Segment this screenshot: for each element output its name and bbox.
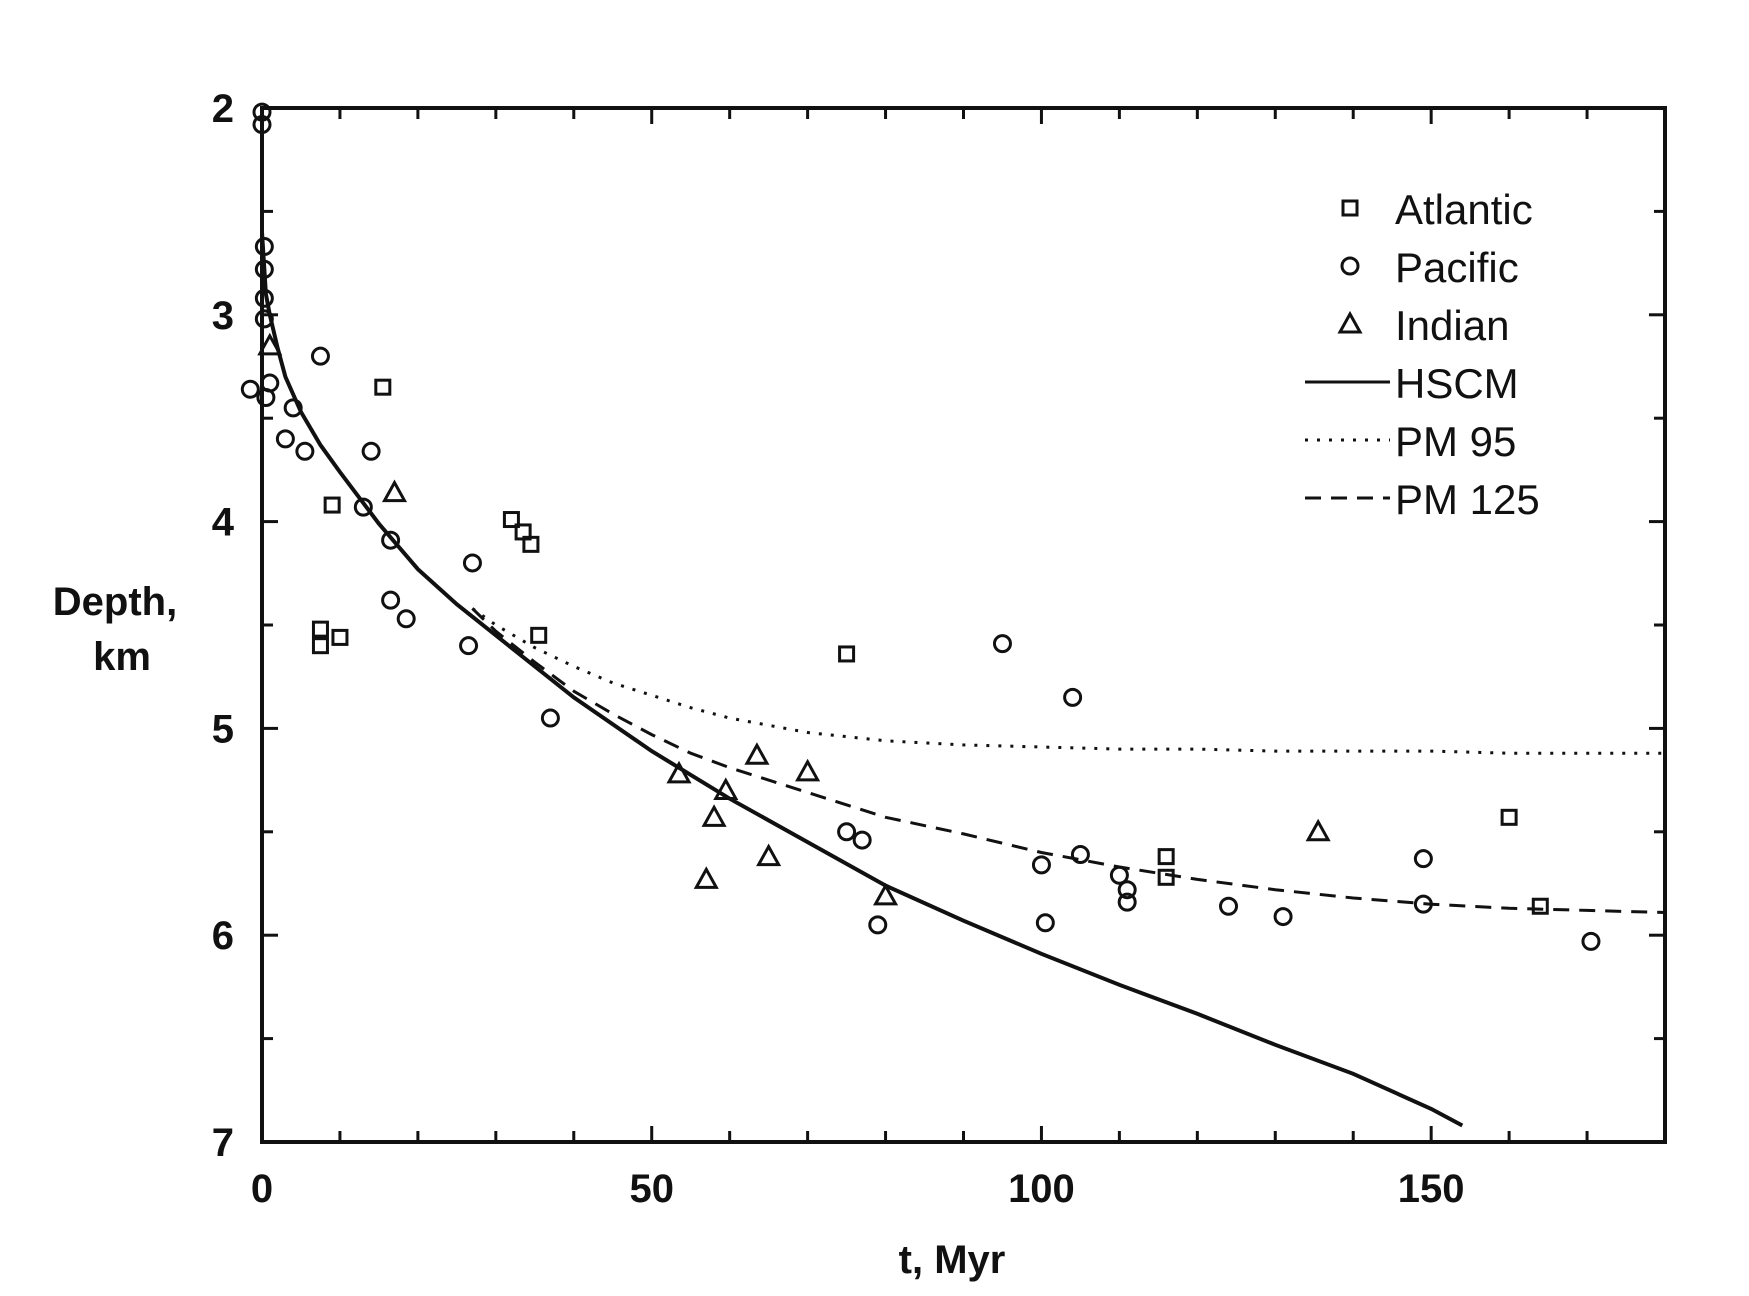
pacific-point	[295, 441, 315, 461]
legend-item-pm-95: PM 95	[1305, 418, 1516, 465]
pacific-point	[254, 259, 274, 279]
pacific-point	[1413, 849, 1433, 869]
atlantic-point	[311, 620, 329, 638]
pacific-point	[396, 609, 416, 629]
legend-item-pacific: Pacific	[1340, 244, 1519, 291]
indian-point	[701, 804, 727, 827]
pacific-point	[260, 373, 280, 393]
pacific-point	[1035, 913, 1055, 933]
legend-item-hscm: HSCM	[1305, 360, 1519, 407]
y-axis-title-line1: Depth,	[53, 580, 177, 624]
pacific-point	[1063, 687, 1083, 707]
atlantic-point	[838, 645, 856, 663]
pacific-point	[459, 636, 479, 656]
atlantic-point	[311, 637, 329, 655]
pacific-point	[381, 530, 401, 550]
pacific-point	[254, 309, 274, 329]
pacific-point	[1117, 892, 1137, 912]
indian-point	[1305, 818, 1331, 842]
legend-item-pm-125: PM 125	[1305, 476, 1540, 523]
atlantic-point	[1500, 808, 1518, 826]
pacific-point	[1581, 931, 1601, 951]
y-axis-title-line2: km	[93, 635, 151, 679]
indian-point	[666, 760, 692, 784]
legend-pacific-label: Pacific	[1395, 244, 1519, 291]
pacific-point	[868, 915, 888, 935]
atlantic-point	[530, 626, 548, 644]
indian-point	[257, 332, 283, 356]
pacific-point	[540, 708, 560, 728]
atlantic-point	[323, 496, 341, 514]
y-tick-label: 7	[212, 1121, 234, 1165]
legend-item-indian: Indian	[1337, 302, 1509, 349]
pacific-point	[1117, 880, 1137, 900]
pacific-point	[310, 346, 330, 366]
indian-point	[713, 777, 739, 800]
legend-indian-label: Indian	[1395, 302, 1509, 349]
pacific-point	[381, 590, 401, 610]
y-tick-label: 5	[212, 707, 234, 751]
atlantic-point	[502, 511, 520, 529]
hscm-line	[262, 231, 1464, 1128]
atlantic-point	[1531, 897, 1549, 915]
x-axis-ticks: 0 50 100 150	[251, 108, 1667, 1211]
pacific-point	[1031, 855, 1051, 875]
pacific-point	[254, 237, 274, 257]
y-tick-label: 6	[212, 914, 234, 958]
y-tick-label: 4	[212, 501, 235, 545]
pacific-point	[275, 429, 295, 449]
pacific-point	[462, 553, 482, 573]
legend-item-atlantic: Atlantic	[1341, 186, 1533, 233]
x-tick-label: 150	[1398, 1167, 1465, 1211]
pacific-point	[1070, 845, 1090, 865]
legend-atlantic-symbol	[1341, 199, 1359, 217]
pacific-point	[1413, 894, 1433, 914]
x-tick-label: 100	[1008, 1167, 1075, 1211]
legend-atlantic-label: Atlantic	[1395, 186, 1533, 233]
x-tick-label: 50	[629, 1167, 674, 1211]
atlantic-point	[374, 378, 392, 396]
legend: Atlantic Pacific Indian HSCM PM 95 PM 125	[1305, 186, 1540, 523]
indian-point	[873, 882, 899, 906]
indian-point	[693, 866, 719, 889]
indian-point	[756, 843, 782, 867]
pacific-point	[283, 398, 303, 418]
legend-indian-symbol	[1337, 310, 1363, 334]
pacific-point	[361, 441, 381, 461]
legend-pacific-symbol	[1340, 256, 1360, 276]
y-tick-label: 3	[212, 294, 234, 338]
pacific-point	[1219, 896, 1239, 916]
pacific-point	[254, 288, 274, 308]
atlantic-point	[1157, 848, 1175, 866]
pacific-point	[837, 822, 857, 842]
pacific-point	[852, 830, 872, 850]
y-axis-ticks: 2 3 4 5 6 7	[212, 87, 1665, 1165]
x-axis-title: t, Myr	[899, 1238, 1006, 1282]
pm-95-line	[471, 607, 1665, 755]
pacific-point	[240, 379, 260, 399]
atlantic-point	[331, 628, 349, 646]
pacific-point	[992, 634, 1012, 654]
legend-hscm-label: HSCM	[1395, 360, 1519, 407]
pacific-point	[1109, 865, 1129, 885]
pm-125-line	[471, 607, 1665, 914]
pacific-point	[1273, 907, 1293, 927]
model-curves	[262, 231, 1665, 1128]
legend-pm-95-label: PM 95	[1395, 418, 1516, 465]
atlantic-point	[1157, 868, 1175, 886]
indian-point	[381, 479, 408, 503]
pacific-point	[353, 497, 373, 517]
indian-point	[744, 742, 770, 765]
legend-pm-125-label: PM 125	[1395, 476, 1540, 523]
indian-point	[795, 758, 821, 782]
x-tick-label: 0	[251, 1167, 273, 1211]
y-tick-label: 2	[212, 87, 234, 131]
atlantic-point	[522, 535, 540, 553]
